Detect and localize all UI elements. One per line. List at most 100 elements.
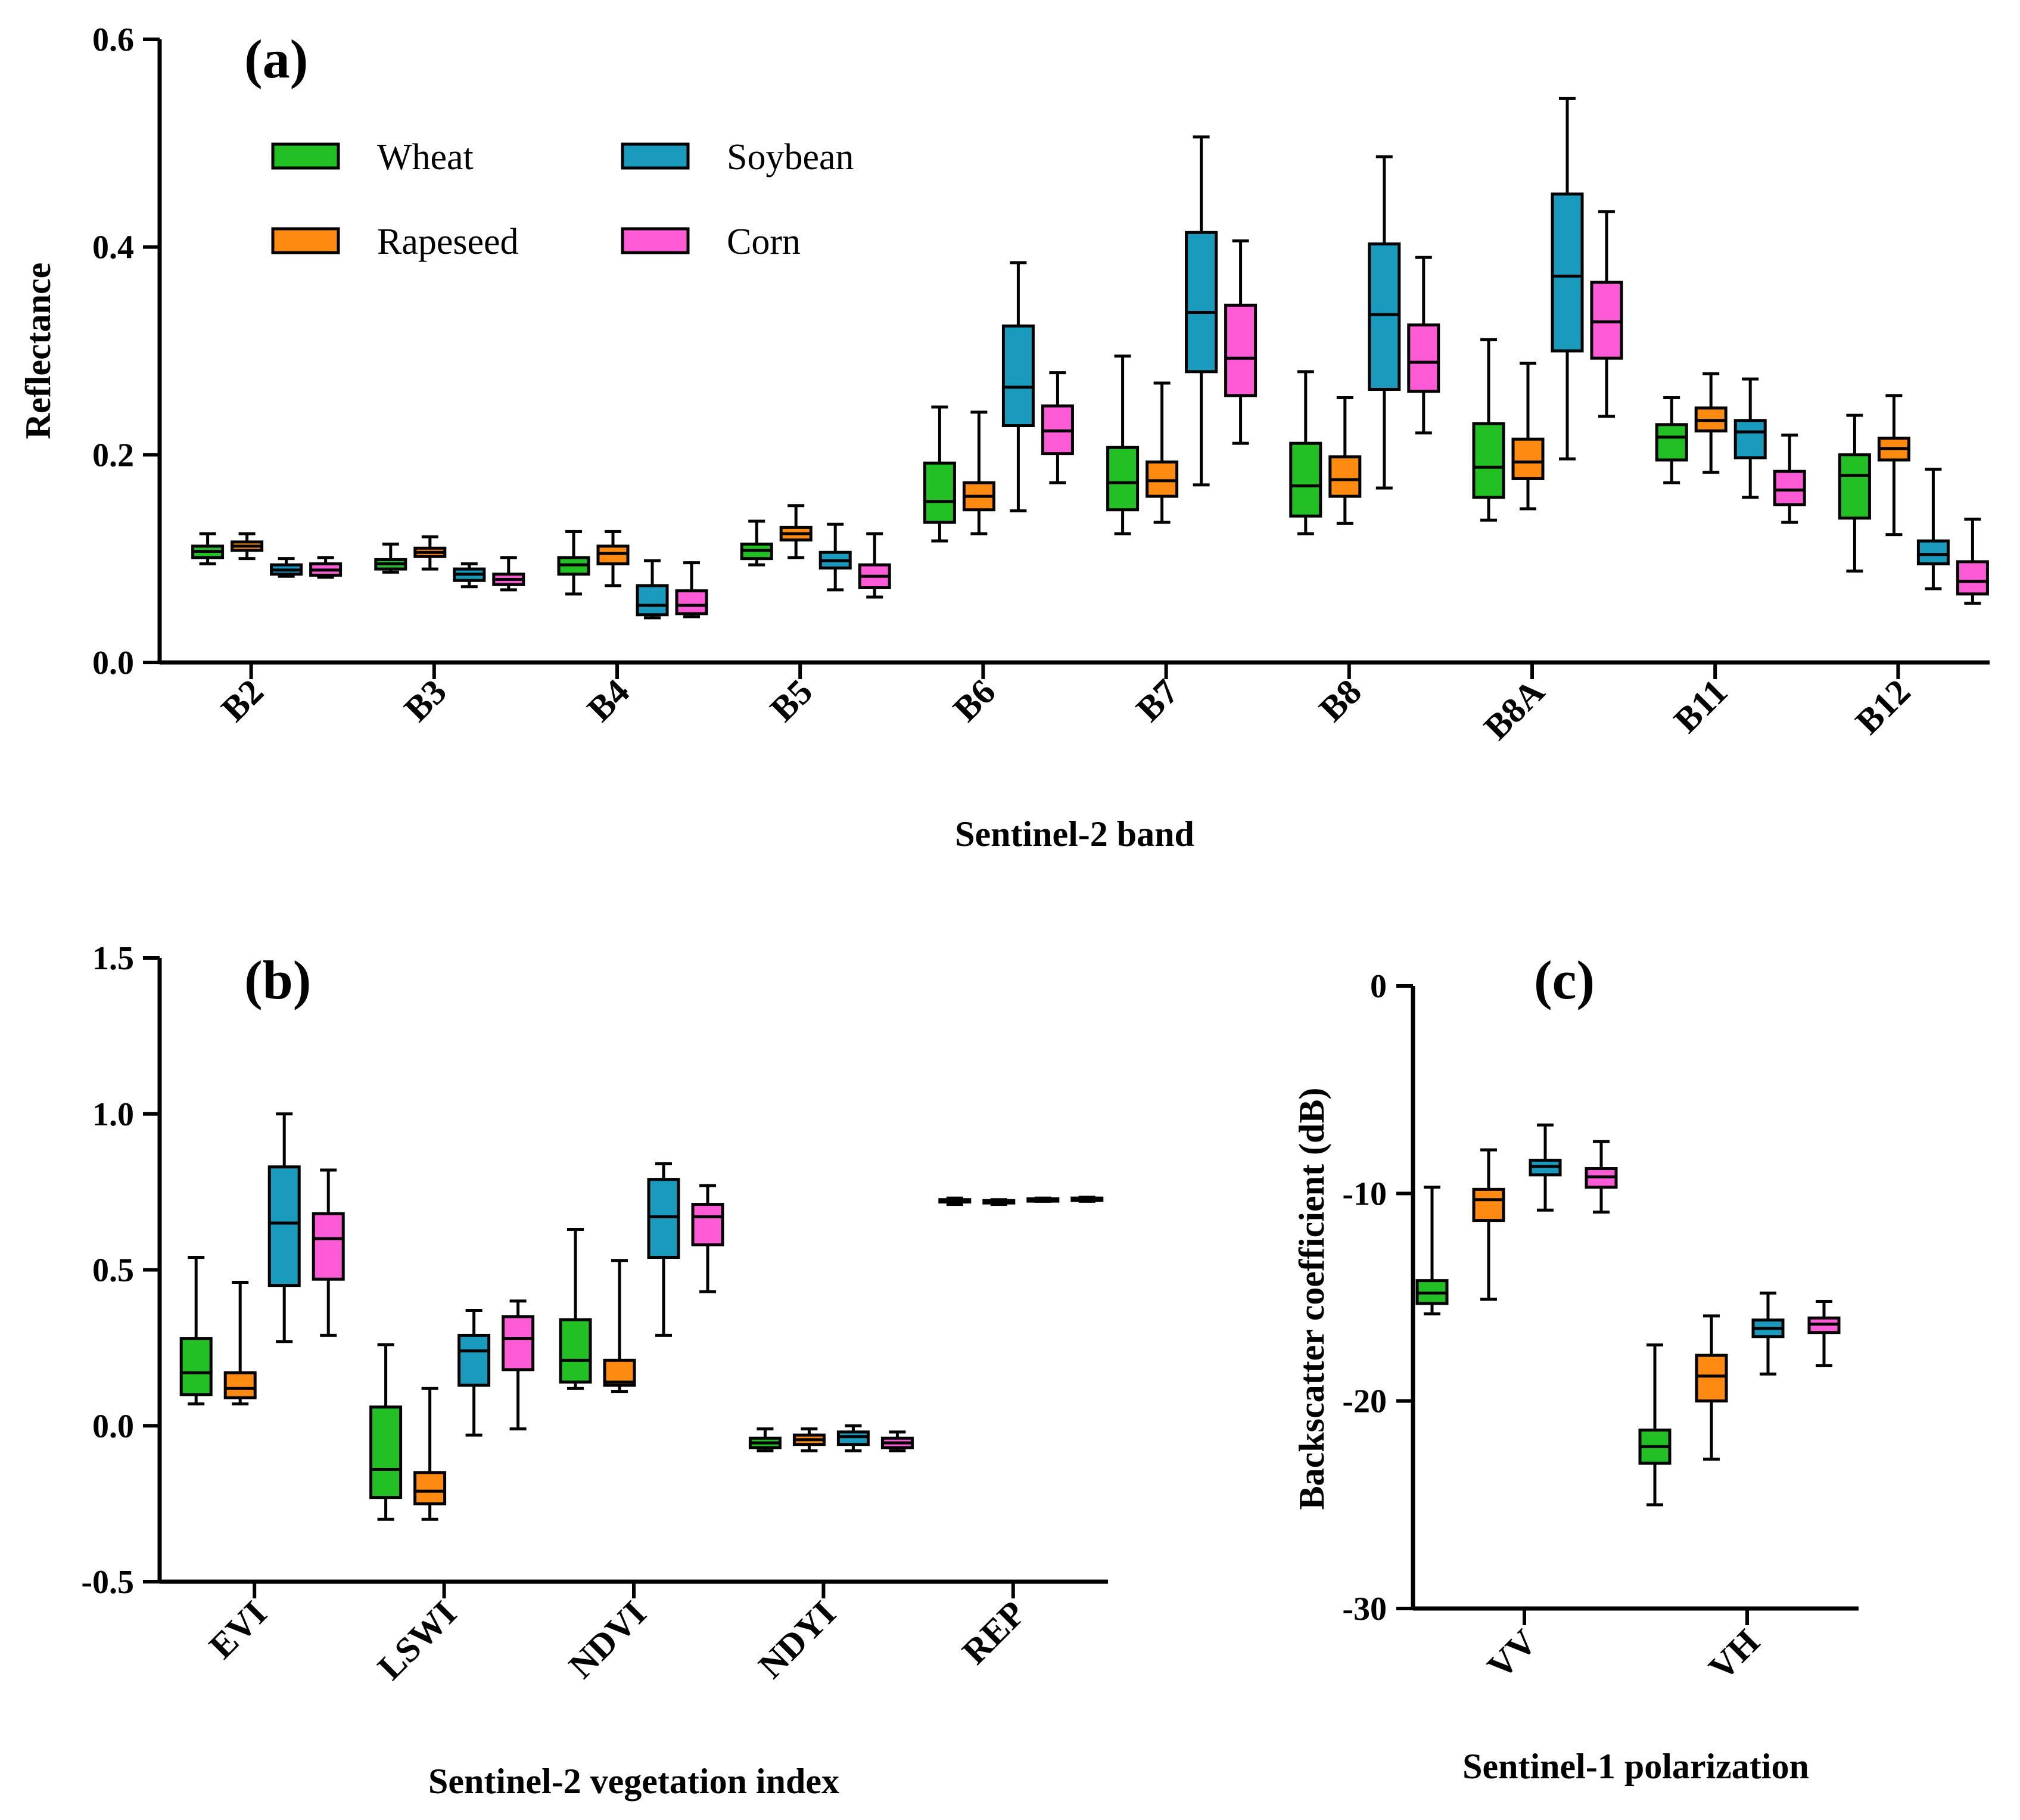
- box-rapeseed-b11: [1694, 372, 1728, 474]
- box-iqr: [502, 1315, 535, 1371]
- x-tick-label: B4: [580, 672, 637, 729]
- y-tick-label: -10: [1342, 1175, 1387, 1212]
- box-corn-b2: [309, 556, 343, 579]
- box-rapeseed-vh: [1695, 1314, 1728, 1461]
- legend-item-corn: Corn: [621, 222, 801, 262]
- panel-label: (a): [244, 29, 308, 89]
- x-tick-label: B6: [945, 672, 1003, 729]
- legend-swatch: [621, 227, 690, 254]
- x-tick-label: B3: [397, 672, 454, 729]
- box-iqr: [596, 545, 630, 565]
- panel-label: (b): [244, 950, 311, 1010]
- box-iqr: [1472, 1187, 1505, 1222]
- legend-item-rapeseed: Rapeseed: [271, 222, 519, 262]
- box-soybean-b11: [1733, 377, 1767, 499]
- x-tick-label: EVI: [201, 1594, 274, 1666]
- box-iqr: [1224, 303, 1258, 397]
- y-tick-label: -30: [1342, 1591, 1387, 1628]
- y-axis-title: Reflectance: [18, 263, 58, 439]
- box-soybean-lswi: [457, 1309, 491, 1437]
- box-iqr: [1106, 446, 1140, 512]
- x-tick-label: LSWI: [370, 1594, 464, 1688]
- panel-c-backscatter-chart: -30 -20 -10 0 VV VH (c) Sentinel-1 polarization…: [1292, 950, 1859, 1786]
- box-iqr: [1001, 324, 1035, 428]
- box-iqr: [1655, 423, 1688, 462]
- box-iqr: [636, 584, 669, 617]
- box-rapeseed-rep: [982, 1198, 1016, 1206]
- box-corn-ndvi: [691, 1184, 724, 1293]
- box-iqr: [413, 1471, 447, 1505]
- box-rapeseed-b7: [1146, 381, 1179, 524]
- box-iqr: [1773, 469, 1806, 506]
- box-rapeseed-b2: [231, 532, 264, 561]
- box-corn-b6: [1041, 371, 1074, 484]
- y-tick-label: -0.5: [81, 1564, 134, 1601]
- box-iqr: [1368, 242, 1401, 391]
- legend-swatch: [271, 227, 340, 254]
- legend-item-soybean: Soybean: [621, 137, 854, 178]
- box-iqr: [457, 1333, 491, 1387]
- box-corn-lswi: [502, 1299, 535, 1430]
- x-tick-label: B5: [762, 672, 820, 729]
- box-corn-b4: [675, 561, 708, 618]
- x-tick-label: NDYI: [751, 1594, 843, 1686]
- box-iqr: [1956, 560, 1989, 596]
- x-tick-label: NDVI: [561, 1594, 653, 1686]
- legend-label: Soybean: [727, 137, 854, 178]
- box-wheat-lswi: [369, 1343, 403, 1521]
- box-corn-b3: [492, 556, 525, 592]
- box-iqr: [1328, 455, 1362, 498]
- x-tick-label: B11: [1666, 672, 1735, 741]
- box-soybean-b8: [1368, 155, 1401, 490]
- box-corn-b12: [1956, 517, 1989, 605]
- panel-label: (c): [1534, 950, 1595, 1010]
- x-tick-label: B8A: [1476, 672, 1552, 748]
- box-corn-vv: [1585, 1140, 1618, 1214]
- y-axis-title: Backscatter coefficient (dB): [1292, 1088, 1331, 1510]
- legend-item-wheat: Wheat: [271, 137, 474, 178]
- box-wheat-b11: [1655, 396, 1688, 484]
- box-wheat-b12: [1838, 413, 1871, 573]
- x-tick-label: B12: [1848, 672, 1918, 742]
- box-iqr: [267, 1165, 301, 1287]
- box-iqr: [312, 1212, 345, 1281]
- box-iqr: [647, 1178, 680, 1259]
- legend: Wheat Soybean Rapeseed Corn: [271, 137, 854, 262]
- y-tick-label: 0.4: [92, 229, 134, 266]
- x-tick-label: B2: [214, 672, 271, 729]
- legend-swatch: [271, 142, 340, 170]
- y-tick-label: 0.0: [92, 1408, 134, 1445]
- legend-swatch: [621, 142, 690, 170]
- box-rapeseed-b8a: [1511, 362, 1545, 511]
- x-tick-label: B8: [1312, 672, 1369, 729]
- box-corn-b8: [1407, 256, 1440, 435]
- box-rapeseed-b12: [1877, 394, 1910, 537]
- box-rapeseed-ndyi: [792, 1427, 826, 1452]
- box-soybean-ndyi: [836, 1424, 870, 1452]
- y-tick-label: 0.5: [92, 1252, 134, 1289]
- box-rapeseed-ndvi: [603, 1259, 636, 1393]
- box-iqr: [1838, 453, 1871, 520]
- box-corn-b7: [1224, 239, 1258, 445]
- box-iqr: [1916, 539, 1950, 565]
- box-wheat-b6: [923, 405, 956, 543]
- box-wheat-vh: [1638, 1343, 1672, 1507]
- box-soybean-b5: [818, 522, 852, 592]
- box-soybean-evi: [267, 1112, 301, 1343]
- box-corn-b8a: [1590, 210, 1623, 418]
- box-iqr: [1146, 461, 1179, 498]
- box-wheat-b4: [557, 530, 590, 596]
- box-soybean-vh: [1751, 1292, 1785, 1376]
- box-wheat-b7: [1106, 354, 1140, 536]
- box-iqr: [1733, 419, 1767, 460]
- box-soybean-b7: [1185, 135, 1218, 487]
- box-iqr: [1472, 422, 1505, 499]
- box-iqr: [691, 1203, 724, 1247]
- x-tick-label: VV: [1480, 1622, 1544, 1687]
- box-iqr: [1551, 192, 1584, 353]
- box-soybean-ndvi: [647, 1162, 680, 1337]
- box-corn-ndyi: [880, 1430, 914, 1452]
- y-tick-label: -20: [1342, 1383, 1387, 1420]
- box-iqr: [1695, 1354, 1728, 1403]
